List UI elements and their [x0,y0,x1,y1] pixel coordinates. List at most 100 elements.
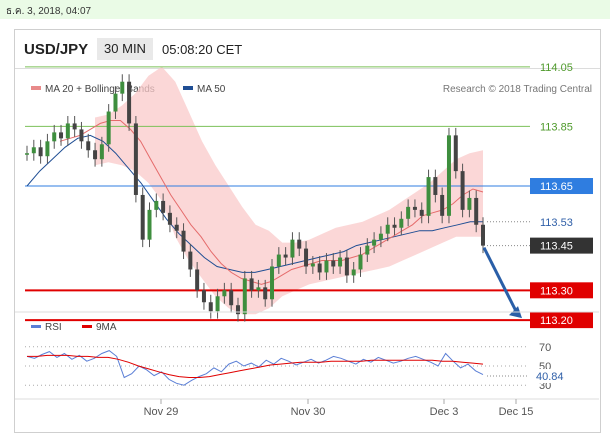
last-price-label: 113.45 [540,241,573,253]
candle [467,190,472,218]
candle-body [133,123,138,195]
rsi-ma-legend-swatch [82,325,92,328]
candle-body [106,111,111,145]
candle-body [338,257,343,267]
candle-body [344,257,349,276]
candle-body [72,123,77,130]
candle-body [331,260,336,267]
candle [256,279,261,298]
x-tick-label: Dec 15 [499,406,534,418]
candle-body [474,197,479,225]
candle [310,256,315,274]
candle [344,250,349,283]
candle [304,241,309,274]
candle-body [113,93,118,112]
candle [215,288,220,319]
candle-body [310,263,315,267]
candle [440,187,445,224]
candle [86,133,91,158]
candle [338,250,343,274]
x-tick-label: Nov 30 [291,406,326,418]
candle [38,139,43,164]
candle [106,104,111,152]
level-tag-113.20 [530,312,593,329]
candle [229,282,234,313]
last-price-tag [530,237,593,254]
candle [412,199,417,218]
candle-body [174,224,179,231]
candle-body [399,218,404,228]
level-tag-113.65 [530,178,593,195]
candle [474,190,479,233]
candle [79,121,84,149]
candle-body [215,296,220,312]
rsi-ma-legend-label: 9MA [96,322,117,333]
candle-body [167,212,172,225]
candle-body [208,302,213,312]
projection-arrow [482,246,522,319]
projection-arrow-line [482,246,519,314]
candle [140,187,145,248]
candle [358,247,363,277]
candle-body [195,269,200,291]
candle [195,262,200,298]
timestamp: ธ.ค. 3, 2018, 04:07 [6,6,92,17]
candle [167,205,172,233]
candle [276,247,281,274]
level-label-113.85: 113.85 [540,121,573,133]
candle-body [229,290,234,306]
candle-body [256,287,261,291]
x-axis: Nov 29 Nov 30 Dec 3 Dec 15 [15,398,599,418]
candle [161,193,166,221]
x-tick-label: Dec 3 [430,406,459,418]
candle-body [181,230,186,252]
candle [65,115,70,146]
candle [45,133,50,164]
candle [120,74,125,102]
rsi-line [26,350,484,386]
timeframe-button[interactable]: 30 MIN [97,38,153,60]
candle-body [317,263,322,273]
candle [263,279,268,307]
chart-header: USD/JPY 30 MIN 05:08:20 CET [15,30,600,69]
candle [392,217,397,236]
candle [188,244,193,277]
candle [290,232,295,265]
candle [181,223,186,260]
ma20-legend-swatch [31,86,41,90]
rsi-last-tag [530,369,570,383]
candle-body [440,194,445,216]
candle [446,127,451,224]
candle [331,253,336,274]
top-bar: ธ.ค. 3, 2018, 04:07 [0,0,610,19]
candle [460,163,465,218]
candle-body [147,209,152,240]
candle [99,136,104,167]
ma50-legend-label: MA 50 [197,84,226,95]
level-label-113.30: 113.30 [540,285,573,297]
candle-body [161,200,166,213]
candle [242,270,247,322]
candle [378,226,383,248]
ma-value-label: 113.53 [540,217,573,229]
candle [113,86,118,119]
candle-body [385,224,390,234]
candle-body [249,278,254,291]
rsi-legend-swatch [31,325,41,328]
candle [453,127,458,179]
chart-panel: USD/JPY 30 MIN 05:08:20 CET [14,29,601,433]
candles [25,74,485,322]
candle-body [426,177,431,216]
candle-body [446,135,451,216]
candle-body [222,290,227,297]
candle [222,282,227,304]
candle [270,259,275,307]
candle [249,270,254,298]
candle [324,253,329,280]
candle-body [270,266,275,300]
level-label-113.20: 113.20 [540,315,573,327]
candle [208,294,213,319]
candle [419,202,424,224]
candle-body [99,144,104,160]
candle-body [242,278,247,315]
